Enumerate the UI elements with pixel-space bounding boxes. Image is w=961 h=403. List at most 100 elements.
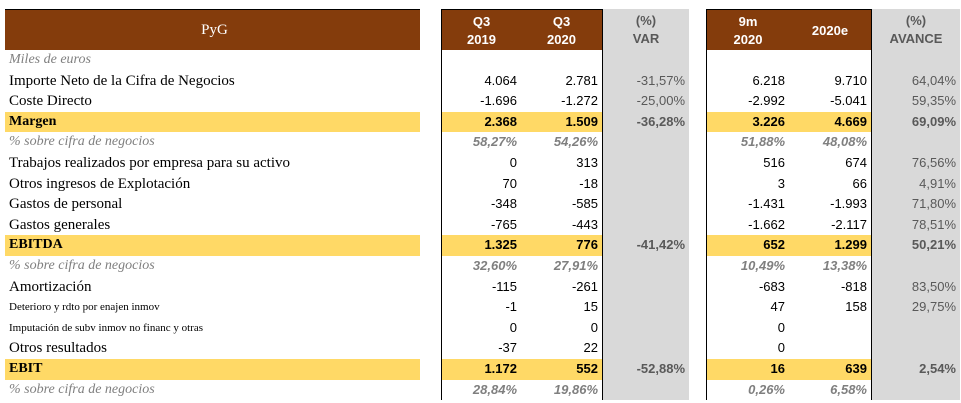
cell-q3-2019: -37 xyxy=(441,338,521,359)
row-label: Gastos de personal xyxy=(9,196,123,213)
cell-avance: 83,50% xyxy=(872,276,960,298)
cell-9m-2020: 6.218 xyxy=(706,70,789,92)
cell-2020e: 13,38% xyxy=(789,255,872,277)
cell-q3-2019: 70 xyxy=(441,173,521,195)
row-label: Amortización xyxy=(9,278,92,295)
cell-2020e: 6,58% xyxy=(789,379,872,401)
cell-var xyxy=(603,152,689,174)
cell-var xyxy=(603,276,689,298)
cell-q3-2020: 15 xyxy=(521,297,603,318)
cell-q3-2020 xyxy=(521,50,603,71)
cell-2020e: -2.117 xyxy=(789,214,872,236)
cell-q3-2019: -348 xyxy=(441,194,521,215)
cell-q3-2019: 58,27% xyxy=(441,132,521,153)
cell-9m-2020: 51,88% xyxy=(706,132,789,153)
cell-2020e: 4.669 xyxy=(789,111,872,133)
cell-var xyxy=(603,317,689,339)
cell-avance xyxy=(872,132,960,153)
cell-avance: 76,56% xyxy=(872,152,960,174)
row-label: Miles de euros xyxy=(9,52,91,67)
cell-9m-2020: 0,26% xyxy=(706,379,789,401)
cell-var: -36,28% xyxy=(603,111,689,133)
cell-var xyxy=(603,255,689,277)
cell-2020e: 48,08% xyxy=(789,132,872,153)
cell-q3-2020: 313 xyxy=(521,152,603,174)
cell-avance: 64,04% xyxy=(872,70,960,92)
cell-q3-2019: -1.696 xyxy=(441,91,521,112)
cell-var xyxy=(603,297,689,318)
cell-var xyxy=(603,338,689,359)
cell-q3-2019: 0 xyxy=(441,317,521,339)
table-row: Deterioro y rdto por enajen inmov -1 15 47 1… xyxy=(5,297,960,318)
cell-q3-2019: -1 xyxy=(441,297,521,318)
row-label: % sobre cifra de negocios xyxy=(9,134,155,150)
table-row: Gastos generales -765 -443 -1.662 -2.117 78,5… xyxy=(5,214,960,236)
cell-var xyxy=(603,173,689,195)
cell-9m-2020 xyxy=(706,50,789,71)
cell-9m-2020: -1.662 xyxy=(706,214,789,236)
table-body: Miles de euros Importe Neto de la Cifra d… xyxy=(5,50,960,401)
cell-2020e: -818 xyxy=(789,276,872,298)
row-label: EBIT xyxy=(5,358,420,380)
header-q3-2020: Q3 2020 xyxy=(521,9,603,50)
cell-var xyxy=(603,50,689,71)
cell-2020e: 158 xyxy=(789,297,872,318)
cell-2020e: 639 xyxy=(789,358,872,380)
cell-2020e: 1.299 xyxy=(789,235,872,256)
cell-q3-2020: -1.272 xyxy=(521,91,603,112)
row-label: Gastos generales xyxy=(9,216,111,233)
table-row: Otros ingresos de Explotación 70 -18 3 66 4,9… xyxy=(5,173,960,195)
cell-q3-2019: 4.064 xyxy=(441,70,521,92)
table-row: Margen 2.368 1.509 -36,28% 3.226 4.669 69,09% xyxy=(5,111,960,133)
table-row: Miles de euros xyxy=(5,50,960,71)
cell-2020e xyxy=(789,50,872,71)
cell-2020e: 66 xyxy=(789,173,872,195)
header-title: PyG xyxy=(5,9,420,50)
row-label: % sobre cifra de negocios xyxy=(9,381,155,397)
header-9m-2020: 9m 2020 xyxy=(706,9,789,50)
cell-var xyxy=(603,214,689,236)
cell-q3-2019: 1.172 xyxy=(441,358,521,380)
table-row: Otros resultados -37 22 0 xyxy=(5,338,960,359)
header-2020e: 2020e xyxy=(789,9,872,50)
cell-2020e xyxy=(789,317,872,339)
cell-avance: 78,51% xyxy=(872,214,960,236)
cell-9m-2020: 47 xyxy=(706,297,789,318)
cell-q3-2020: 552 xyxy=(521,358,603,380)
cell-avance: 59,35% xyxy=(872,91,960,112)
cell-9m-2020: 3 xyxy=(706,173,789,195)
table-row: Gastos de personal -348 -585 -1.431 -1.993 71… xyxy=(5,194,960,215)
cell-avance: 50,21% xyxy=(872,235,960,256)
cell-q3-2020: 27,91% xyxy=(521,255,603,277)
table-row: Coste Directo -1.696 -1.272 -25,00% -2.992 -5… xyxy=(5,91,960,112)
cell-9m-2020: 516 xyxy=(706,152,789,174)
cell-q3-2019: -765 xyxy=(441,214,521,236)
cell-q3-2020: 54,26% xyxy=(521,132,603,153)
table-row: % sobre cifra de negocios 32,60% 27,91% 10,… xyxy=(5,255,960,277)
cell-2020e: -5.041 xyxy=(789,91,872,112)
cell-q3-2019: 1.325 xyxy=(441,235,521,256)
cell-q3-2020: 1.509 xyxy=(521,111,603,133)
row-label: Margen xyxy=(5,111,420,133)
cell-avance: 29,75% xyxy=(872,297,960,318)
table-row: Amortización -115 -261 -683 -818 83,50% xyxy=(5,276,960,298)
cell-q3-2020: -261 xyxy=(521,276,603,298)
cell-var xyxy=(603,132,689,153)
header-avance: (%) AVANCE xyxy=(872,9,960,50)
cell-var xyxy=(603,379,689,401)
cell-avance xyxy=(872,255,960,277)
row-label: EBITDA xyxy=(5,235,420,256)
table-row: Trabajos realizados por empresa para su … xyxy=(5,152,960,174)
cell-9m-2020: 652 xyxy=(706,235,789,256)
cell-q3-2020: 0 xyxy=(521,317,603,339)
cell-var: -25,00% xyxy=(603,91,689,112)
table-row: % sobre cifra de negocios 58,27% 54,26% 51,… xyxy=(5,132,960,153)
cell-9m-2020: 0 xyxy=(706,338,789,359)
header-q3-2019: Q3 2019 xyxy=(441,9,521,50)
table-row: Imputación de subv inmov no financ y otr… xyxy=(5,317,960,339)
cell-q3-2020: 2.781 xyxy=(521,70,603,92)
row-label: Deterioro y rdto por enajen inmov xyxy=(9,301,160,314)
cell-avance xyxy=(872,338,960,359)
cell-9m-2020: -1.431 xyxy=(706,194,789,215)
cell-avance xyxy=(872,50,960,71)
